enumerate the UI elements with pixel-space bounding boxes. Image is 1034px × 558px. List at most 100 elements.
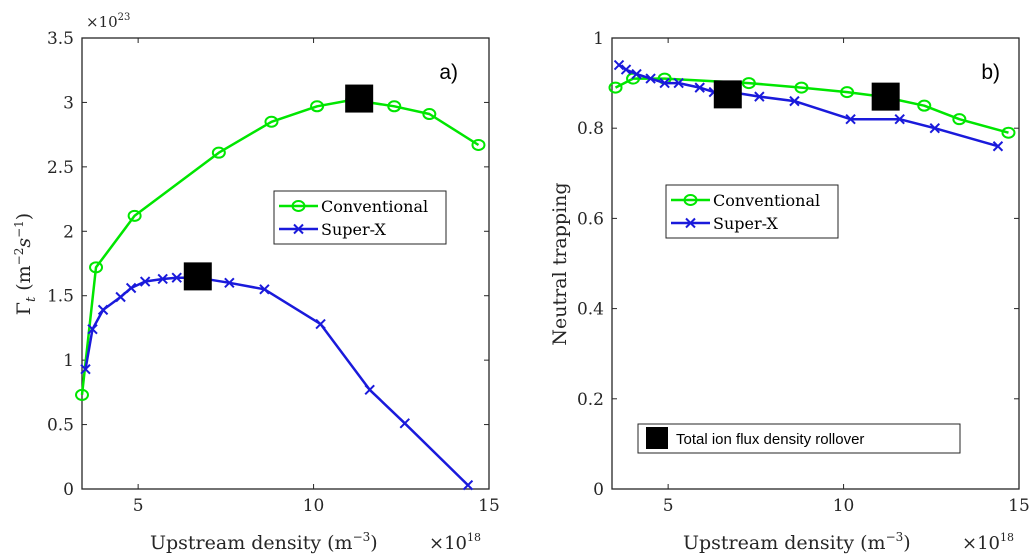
superx-data-point [80, 363, 91, 375]
superx-data-point [992, 141, 1004, 152]
x-tick-label: 10 [833, 496, 855, 516]
panel-b-legend-box [665, 184, 839, 239]
superx-data-point [754, 91, 765, 102]
panel-a-x-multiplier: ×1018 [429, 531, 481, 554]
superx-data-point [115, 291, 126, 303]
conventional-data-point [75, 388, 89, 401]
panel-b-x-ticks: 5 10 15 [663, 38, 1030, 516]
series-line-conventional [80, 98, 480, 396]
panel-a-legend-box [273, 190, 447, 245]
panel-b-y-axis-label: Neutral trapping [549, 182, 571, 345]
conventional-data-point [608, 81, 623, 94]
conventional-data-point [471, 138, 486, 151]
rollover-marker [183, 262, 212, 291]
x-tick-label: 10 [303, 496, 325, 516]
x-tick-label: 15 [478, 496, 500, 516]
rollover-marker [345, 84, 374, 113]
superx-data-point [364, 384, 375, 395]
panel-b-series [608, 59, 1016, 152]
rollover-legend-label: Total ion flux density rollover [676, 431, 864, 448]
conventional-data-point [840, 86, 855, 99]
panel-b-legend: Conventional Super-X [665, 184, 839, 239]
panel-a-x-axis-label: Upstream density (m−3) [150, 530, 378, 554]
superx-data-point [845, 113, 856, 125]
panel-a-y-axis-label: Γt(m−2s−1) [12, 213, 39, 315]
panel-a-y-multiplier: ×1023 [86, 12, 130, 31]
rollover-marker [713, 80, 742, 109]
panel-b-rollover-markers [713, 80, 900, 111]
x-tick-label: 5 [663, 496, 674, 516]
y-tick-label: 0.8 [577, 119, 604, 139]
superx-data-point [659, 77, 670, 89]
superx-data-point [224, 277, 235, 289]
y-tick-label: 0 [593, 480, 604, 500]
rollover-legend: Total ion flux density rollover [637, 423, 961, 454]
superx-data-point [645, 73, 656, 84]
superx-data-point [97, 304, 109, 316]
conventional-data-point [264, 115, 279, 128]
y-tick-label: 0.6 [577, 209, 604, 229]
superx-data-point [894, 113, 905, 125]
rollover-legend-square-icon [646, 427, 668, 449]
conventional-data-point [211, 146, 226, 159]
y-tick-label: 3.5 [47, 29, 74, 49]
panel-a-label: a) [439, 61, 458, 84]
panel-a-legend-conventional-label: Conventional [321, 197, 428, 216]
panel-a-chart: 0 0.5 1 1.5 2 2.5 3 3.5 5 10 15 ×1023 a) Γt(m−2s−… [12, 12, 500, 554]
conventional-data-point [1001, 126, 1016, 139]
panel-a-legend-superx-marker [293, 223, 304, 235]
superx-data-point [315, 318, 326, 330]
conventional-data-point [917, 99, 932, 112]
panel-b-y-ticks: 0 0.2 0.4 0.6 0.8 1 [577, 29, 1019, 500]
y-tick-label: 1 [593, 29, 604, 49]
y-tick-label: 2 [63, 222, 74, 242]
rollover-legend-box [637, 423, 961, 454]
conventional-data-point [387, 100, 402, 113]
superx-data-point [157, 273, 168, 285]
panel-a-axes-box [81, 37, 490, 490]
panel-a-rollover-markers [183, 84, 374, 291]
superx-data-point [87, 324, 98, 335]
y-tick-label: 0.5 [47, 416, 74, 436]
x-tick-label: 5 [133, 496, 144, 516]
panel-b-legend-superx-marker [685, 217, 696, 229]
superx-data-point [125, 282, 137, 294]
panel-b-legend-conventional-label: Conventional [713, 191, 820, 210]
conventional-data-point [794, 81, 809, 94]
rollover-marker [871, 82, 900, 111]
panel-a-y-ticks: 0 0.5 1 1.5 2 2.5 3 3.5 [47, 29, 489, 500]
panel-a-series [75, 93, 486, 491]
superx-data-point [399, 418, 411, 429]
panel-a-legend-conventional-marker [291, 200, 306, 212]
panel-b-chart: 0 0.2 0.4 0.6 0.8 1 5 10 15 b) Neutral trapping… [549, 29, 1030, 554]
panel-a-legend: Conventional Super-X [273, 190, 447, 245]
panel-b-legend-conventional-marker [683, 194, 698, 206]
y-tick-label: 0.2 [577, 390, 604, 410]
superx-data-point [929, 122, 941, 134]
superx-data-point [259, 284, 270, 295]
panel-b-legend-superx-label: Super-X [713, 214, 778, 233]
series-line-superx [84, 276, 469, 486]
superx-data-point [673, 77, 684, 89]
y-tick-label: 0.4 [577, 300, 604, 320]
superx-data-point [462, 479, 474, 491]
y-tick-label: 2.5 [47, 158, 74, 178]
panel-b-label: b) [981, 61, 1000, 84]
panel-b-x-axis-label: Upstream density (m−3) [683, 530, 911, 554]
y-tick-label: 1.5 [47, 287, 74, 307]
y-tick-label: 3 [63, 93, 74, 113]
conventional-data-point [89, 261, 104, 274]
conventional-data-point [422, 108, 437, 121]
panel-a-legend-superx-label: Super-X [321, 220, 386, 239]
y-tick-label: 1 [63, 351, 74, 371]
conventional-data-point [310, 100, 325, 113]
superx-data-point [171, 272, 182, 283]
panel-b-axes-box [611, 37, 1020, 490]
superx-data-point [694, 82, 705, 93]
superx-data-point [613, 59, 625, 71]
series-line-superx [618, 64, 999, 148]
panel-a-x-ticks: 5 10 15 [133, 38, 500, 516]
superx-data-point [139, 276, 151, 287]
conventional-data-point [952, 113, 967, 126]
